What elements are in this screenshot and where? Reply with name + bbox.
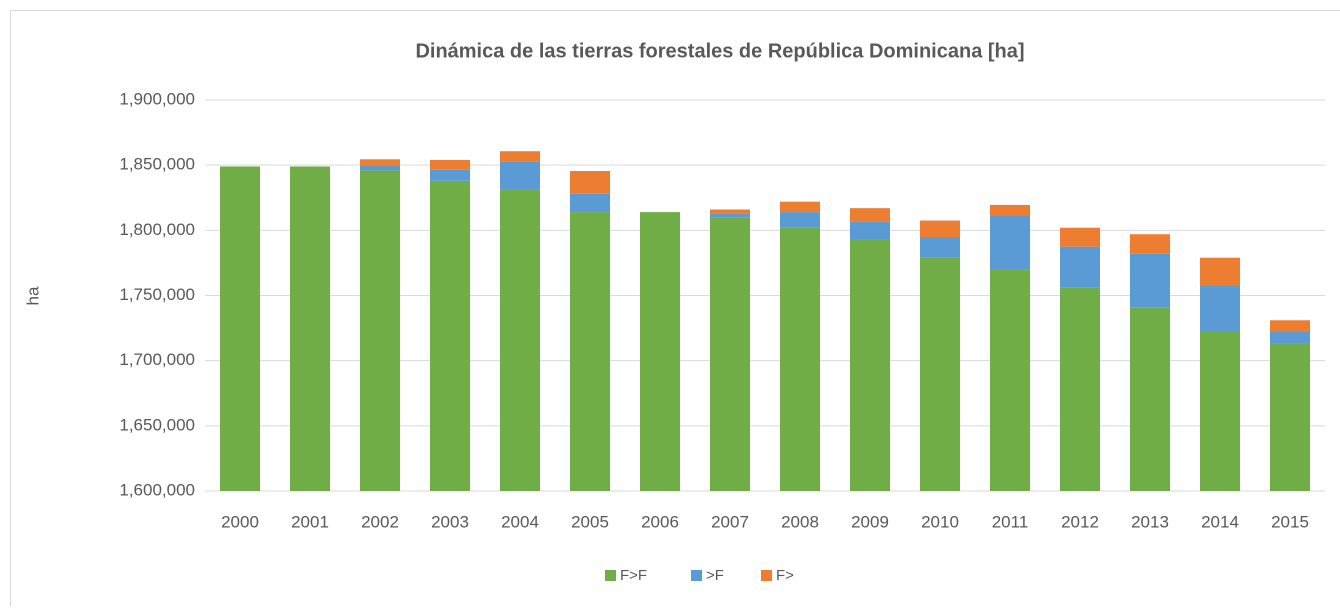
y-tick-label: 1,900,000	[119, 89, 195, 108]
bar-segment	[570, 194, 610, 212]
y-tick-label: 1,750,000	[119, 285, 195, 304]
bar-segment	[500, 190, 540, 491]
bar-segment	[1060, 247, 1100, 288]
bar-segment	[1200, 332, 1240, 491]
x-tick-label: 2014	[1201, 512, 1239, 531]
legend-label: >F	[706, 567, 724, 584]
x-tick-label: 2003	[431, 512, 469, 531]
bar-segment	[850, 208, 890, 221]
bar-segment	[430, 170, 470, 181]
bar-segment	[920, 221, 960, 238]
bar-segment	[710, 213, 750, 217]
legend-swatch	[605, 570, 616, 581]
bar-segment	[1200, 285, 1240, 332]
bar-segment	[360, 170, 400, 491]
bar-segment	[430, 160, 470, 170]
legend-swatch	[691, 570, 702, 581]
y-tick-label: 1,850,000	[119, 155, 195, 174]
x-tick-label: 2006	[641, 512, 679, 531]
x-tick-label: 2010	[921, 512, 959, 531]
x-tick-label: 2004	[501, 512, 539, 531]
legend-swatch	[761, 570, 772, 581]
x-tick-label: 2002	[361, 512, 399, 531]
bar-segment	[1130, 254, 1170, 307]
bar-segment	[1060, 228, 1100, 247]
legend-label: F>F	[620, 567, 647, 584]
x-tick-label: 2009	[851, 512, 889, 531]
y-tick-label: 1,700,000	[119, 350, 195, 369]
y-tick-label: 1,650,000	[119, 415, 195, 434]
bar-segment	[710, 217, 750, 491]
x-tick-label: 2001	[291, 512, 329, 531]
bar-segment	[290, 166, 330, 491]
legend-label: F>	[776, 567, 794, 584]
bar-segment	[640, 212, 680, 491]
bar-segment	[500, 151, 540, 161]
y-tick-label: 1,600,000	[119, 480, 195, 499]
bar-segment	[850, 221, 890, 239]
bar-segment	[500, 161, 540, 190]
bar-segment	[990, 205, 1030, 216]
bar-segment	[1270, 332, 1310, 343]
bar-segment	[780, 202, 820, 212]
x-tick-label: 2008	[781, 512, 819, 531]
chart-title: Dinámica de las tierras forestales de Re…	[415, 40, 1024, 62]
y-axis-label: ha	[23, 286, 42, 305]
bar-segment	[570, 171, 610, 194]
bar-segment	[1200, 258, 1240, 285]
bar-segment	[920, 238, 960, 258]
bar-segment	[360, 165, 400, 170]
bar-segment	[990, 216, 1030, 269]
x-tick-label: 2013	[1131, 512, 1169, 531]
bar-segment	[1130, 307, 1170, 491]
bar-segment	[780, 212, 820, 228]
bar-segment	[990, 269, 1030, 491]
bar-segment	[780, 228, 820, 491]
bar-segment	[430, 181, 470, 491]
bar-segment	[1270, 320, 1310, 332]
x-tick-label: 2000	[221, 512, 259, 531]
bar-segment	[1270, 343, 1310, 491]
x-tick-label: 2015	[1271, 512, 1309, 531]
x-tick-label: 2012	[1061, 512, 1099, 531]
x-tick-label: 2007	[711, 512, 749, 531]
bar-segment	[710, 209, 750, 213]
bar-segment	[1130, 234, 1170, 254]
bar-segment	[570, 212, 610, 491]
bar-segment	[1060, 288, 1100, 491]
bar-segment	[920, 258, 960, 491]
x-tick-label: 2011	[992, 512, 1029, 531]
y-tick-label: 1,800,000	[119, 220, 195, 239]
bar-segment	[220, 166, 260, 491]
x-tick-label: 2005	[571, 512, 609, 531]
bar-segment	[360, 159, 400, 165]
bar-segment	[850, 239, 890, 491]
